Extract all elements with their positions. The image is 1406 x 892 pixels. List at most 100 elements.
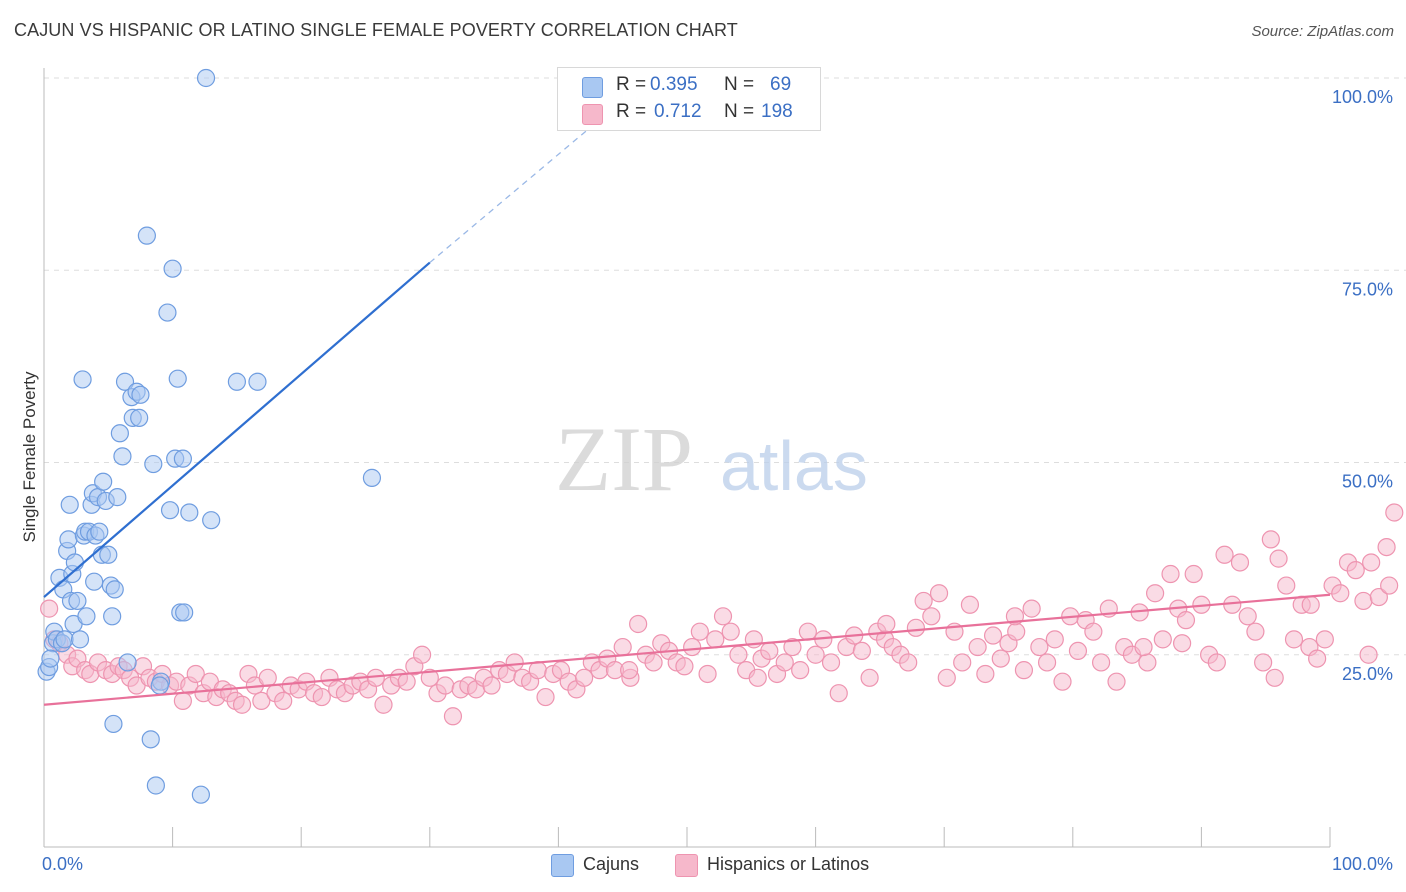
point-cajun [160, 501, 180, 520]
point-hispanic [258, 668, 277, 687]
point-hispanic [1284, 630, 1304, 649]
stats-row-hispanic: R = 0.712 N = 198 [558, 101, 820, 127]
point-hispanic [1346, 561, 1365, 580]
point-cajun [150, 676, 169, 695]
point-hispanic [232, 695, 252, 714]
point-hispanic [1045, 630, 1064, 649]
point-hispanic [1014, 661, 1034, 680]
point-hispanic [1362, 553, 1381, 572]
point-hispanic [1301, 595, 1320, 614]
point-cajun [103, 607, 122, 626]
point-hispanic [1261, 530, 1280, 549]
point-hispanic [877, 614, 896, 634]
stats-n-label: N = [724, 101, 755, 122]
point-hispanic [436, 676, 455, 695]
point-hispanic [760, 641, 779, 661]
point-hispanic [775, 653, 794, 672]
y-tick-label: 25.0% [1342, 664, 1393, 684]
point-hispanic [1091, 653, 1111, 672]
point-cajun [70, 630, 90, 649]
point-hispanic [922, 607, 941, 626]
point-hispanic [914, 591, 933, 611]
watermark-atlas: atlas [720, 427, 868, 505]
point-hispanic [1359, 645, 1378, 664]
point-cajun [191, 785, 210, 804]
point-hispanic [575, 668, 594, 687]
point-hispanic [1146, 584, 1165, 603]
y-tick-label: 75.0% [1342, 279, 1393, 299]
point-hispanic [173, 691, 192, 710]
point-cajun [104, 714, 123, 734]
point-hispanic [1315, 630, 1334, 649]
series-hispanics-or-latinos [40, 503, 1404, 726]
point-hispanic [1223, 595, 1242, 614]
point-hispanic [1138, 653, 1157, 672]
point-hispanic [690, 622, 709, 641]
point-hispanic [899, 653, 918, 672]
stats-swatch-hispanic [582, 104, 603, 125]
point-cajun [108, 488, 127, 507]
point-cajun [68, 591, 87, 611]
gridlines [44, 77, 1406, 656]
point-hispanic [1068, 641, 1088, 661]
point-hispanic [1173, 634, 1192, 653]
point-cajun [55, 630, 74, 649]
legend-label-cajuns: Cajuns [583, 854, 640, 874]
point-cajun [144, 454, 163, 474]
point-hispanic [1254, 653, 1273, 672]
point-cajun [180, 503, 199, 522]
point-hispanic [1385, 503, 1404, 522]
point-hispanic [443, 707, 463, 726]
point-cajun [163, 259, 182, 278]
point-cajun [130, 408, 149, 427]
stats-r-value: 0.395 [650, 74, 698, 95]
point-cajun [99, 545, 118, 564]
point-hispanic [1230, 553, 1250, 572]
point-hispanic [1354, 591, 1373, 611]
stats-n-label: N = [724, 74, 755, 95]
point-hispanic [186, 664, 205, 684]
point-hispanic [312, 687, 331, 707]
point-hispanic [852, 641, 871, 661]
point-hispanic [1030, 637, 1049, 657]
trend-line-cajuns [43, 261, 431, 598]
legend-swatch-cajuns [551, 854, 574, 877]
stats-r-label: R = [616, 74, 647, 95]
point-hispanic [1161, 564, 1180, 584]
point-cajun [77, 607, 96, 626]
point-cajun [137, 226, 156, 245]
point-hispanic [706, 630, 725, 649]
point-cajun [202, 511, 221, 530]
point-hispanic [906, 618, 926, 637]
point-hispanic [798, 622, 817, 641]
point-hispanic [397, 672, 416, 691]
point-hispanic [953, 653, 972, 672]
trend-lines [43, 115, 1331, 706]
point-hispanic [929, 584, 949, 603]
point-cajun [196, 68, 216, 88]
series-cajuns [37, 68, 382, 804]
point-hispanic [683, 637, 702, 657]
point-hispanic [1134, 637, 1153, 657]
point-hispanic [1053, 672, 1072, 691]
point-hispanic [1369, 587, 1388, 607]
point-hispanic [983, 626, 1003, 645]
trend-line-cajuns-extension [429, 115, 604, 264]
x-tick-label: 0.0% [42, 854, 83, 874]
point-cajun [59, 530, 78, 549]
point-hispanic [1331, 584, 1350, 603]
point-hispanic [1308, 649, 1327, 668]
point-cajun [173, 449, 192, 468]
point-cajun [41, 649, 60, 668]
point-hispanic [1037, 653, 1057, 672]
point-hispanic [729, 645, 748, 664]
axes [43, 68, 1331, 848]
point-hispanic [274, 691, 293, 710]
point-cajun [168, 369, 187, 388]
point-hispanic [482, 676, 501, 695]
point-hispanic [960, 595, 980, 614]
stats-row-cajun: R = 0.395 N = 69 [558, 74, 820, 100]
point-hispanic [675, 657, 694, 676]
point-hispanic [829, 684, 848, 703]
point-hispanic [629, 614, 648, 634]
